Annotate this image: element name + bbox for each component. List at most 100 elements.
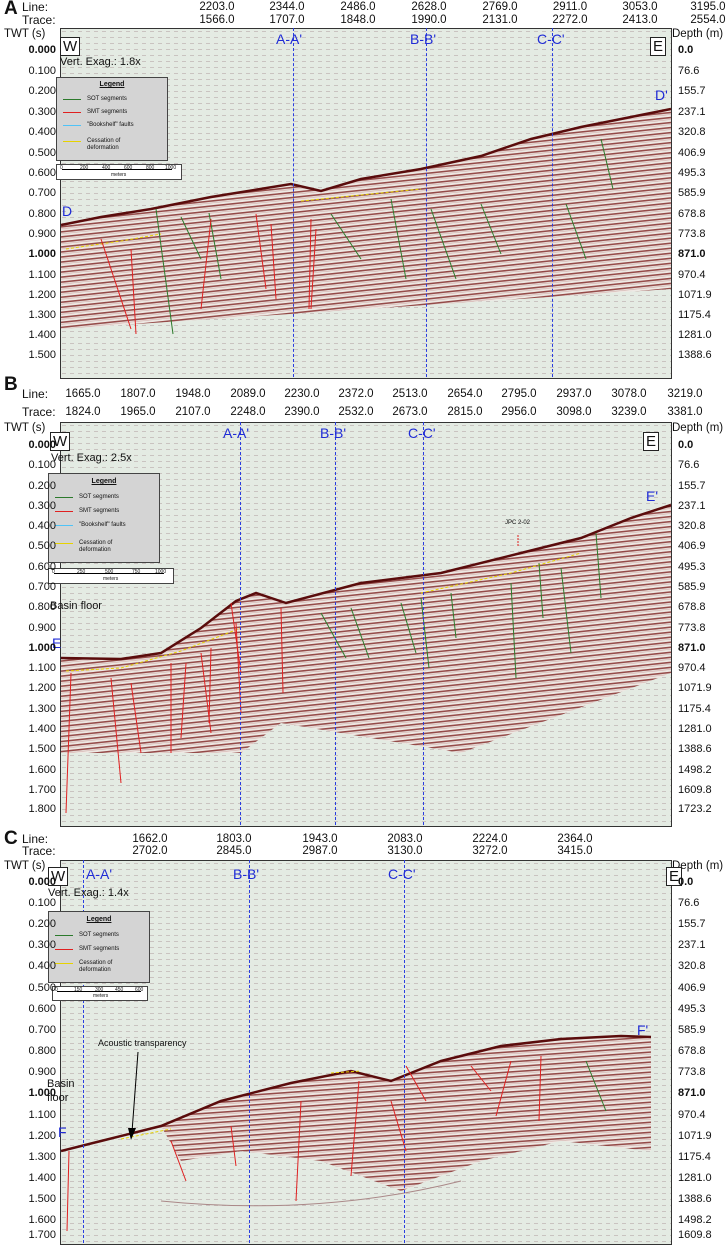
depth-tick: 1388.6 — [678, 1193, 712, 1205]
legend-swatch — [63, 112, 81, 113]
legend-swatch — [55, 963, 73, 964]
depth-tick: 1498.2 — [678, 764, 712, 776]
trace-value: 1566.0 — [199, 14, 235, 26]
line-value: 2344.0 — [269, 1, 305, 13]
scale-tick: 0 — [52, 569, 55, 575]
depth-tick: 0.0 — [678, 439, 694, 451]
depth-tick: 773.8 — [678, 622, 706, 634]
line-value: 2769.0 — [482, 1, 518, 13]
legend-swatch — [55, 525, 73, 526]
twt-tick: 0.200 — [28, 480, 56, 492]
twt-tick: 0.100 — [28, 65, 56, 77]
depth-tick: 871.0 — [678, 642, 706, 654]
trace-value: 1848.0 — [340, 14, 376, 26]
legend-label: SMT segments — [87, 109, 128, 115]
trace-value: 2815.0 — [447, 406, 483, 418]
trace-value: 1707.0 — [269, 14, 305, 26]
depth-tick: 237.1 — [678, 939, 706, 951]
trace-value: 3415.0 — [557, 845, 593, 857]
line-value: 1943.0 — [302, 833, 338, 845]
twt-tick: 1.700 — [28, 784, 56, 796]
section-label-c: C-C' — [537, 31, 565, 47]
section-line-c — [552, 28, 553, 377]
twt-tick: 1.200 — [28, 289, 56, 301]
depth-tick: 678.8 — [678, 208, 706, 220]
depth-tick: 495.3 — [678, 167, 706, 179]
scale-tick: 600 — [135, 987, 144, 993]
twt-tick: 0.200 — [28, 918, 56, 930]
panel-c: C Line: Trace: 1662.0 1803.0 1943.0 2083… — [0, 828, 726, 1245]
scale-bar: 0 200 400 600 800 1000 meters — [56, 164, 182, 180]
legend-box: Legend SOT segments SMT segments "Booksh… — [56, 77, 168, 161]
profile-end-label: D' — [655, 87, 668, 103]
legend-label: "Bookshelf" faults — [87, 122, 134, 128]
legend-title: Legend — [91, 478, 117, 485]
west-label: W — [48, 867, 69, 886]
east-label: E — [643, 432, 660, 451]
depth-tick: 320.8 — [678, 520, 706, 532]
depth-tick: 237.1 — [678, 106, 706, 118]
twt-tick: 0.500 — [28, 982, 56, 994]
legend-label: SOT segments — [87, 96, 127, 102]
line-value: 3195.0 — [690, 1, 726, 13]
twt-tick: 0.700 — [28, 1024, 56, 1036]
depth-tick: 155.7 — [678, 918, 706, 930]
scale-tick: 200 — [80, 165, 89, 171]
depth-axis-title: Depth (m) — [672, 422, 724, 434]
depth-tick: 678.8 — [678, 601, 706, 613]
trace-key: Trace: — [22, 844, 56, 858]
twt-tick: 0.300 — [28, 939, 56, 951]
line-value: 2230.0 — [284, 388, 320, 400]
depth-tick: 76.6 — [678, 897, 700, 909]
twt-axis-title: TWT (s) — [4, 28, 46, 40]
twt-tick: 0.200 — [28, 85, 56, 97]
twt-tick: 0.800 — [28, 601, 56, 613]
depth-tick: 1388.6 — [678, 743, 712, 755]
basin-floor-label: Basin floor — [50, 600, 102, 612]
depth-tick: 76.6 — [678, 65, 700, 77]
twt-tick: 0.400 — [28, 960, 56, 972]
depth-tick: 1388.6 — [678, 349, 712, 361]
trace-value: 2131.0 — [482, 14, 518, 26]
line-value: 2654.0 — [447, 388, 483, 400]
scale-tick: 800 — [146, 165, 155, 171]
twt-tick: 0.500 — [28, 147, 56, 159]
depth-tick: 495.3 — [678, 561, 706, 573]
scale-tick: 250 — [77, 569, 86, 575]
scale-tick: 450 — [115, 987, 124, 993]
trace-value: 2532.0 — [338, 406, 374, 418]
seismic-svg — [61, 861, 671, 1244]
twt-tick: 0.800 — [28, 208, 56, 220]
profile-end-label: F' — [637, 1022, 649, 1038]
line-value: 2937.0 — [556, 388, 592, 400]
twt-tick: 0.300 — [28, 106, 56, 118]
depth-tick: 773.8 — [678, 1066, 706, 1078]
legend-label: "Bookshelf" faults — [79, 522, 126, 528]
twt-tick: 1.800 — [28, 803, 56, 815]
legend-swatch — [55, 497, 73, 498]
legend-box: Legend SOT segments SMT segments Cessati… — [48, 911, 150, 983]
depth-tick: 1071.9 — [678, 289, 712, 301]
depth-tick: 237.1 — [678, 500, 706, 512]
profile-start-label: D — [62, 203, 73, 219]
scale-tick: 1000 — [165, 165, 177, 171]
trace-value: 2987.0 — [302, 845, 338, 857]
line-value: 1665.0 — [65, 388, 101, 400]
depth-tick: 1281.0 — [678, 329, 712, 341]
scale-unit: meters — [93, 993, 109, 999]
trace-value: 2390.0 — [284, 406, 320, 418]
scale-bar: 0 150 300 450 600 meters — [52, 986, 148, 1001]
section-label-a: A-A' — [223, 425, 250, 441]
line-value: 2911.0 — [552, 1, 588, 13]
scale-tick: 750 — [132, 569, 141, 575]
vertical-exaggeration: Vert. Exag.: 1.8x — [60, 56, 141, 68]
scale-tick: 400 — [102, 165, 111, 171]
depth-tick: 320.8 — [678, 126, 706, 138]
line-value: 2364.0 — [557, 833, 593, 845]
scale-tick: 300 — [95, 987, 104, 993]
scale-line — [57, 991, 141, 992]
panel-a: A Line: Trace: 2203.0 2344.0 2486.0 2628… — [0, 0, 726, 380]
trace-value: 2702.0 — [132, 845, 168, 857]
depth-tick: 406.9 — [678, 147, 706, 159]
twt-tick: 1.700 — [28, 1229, 56, 1241]
